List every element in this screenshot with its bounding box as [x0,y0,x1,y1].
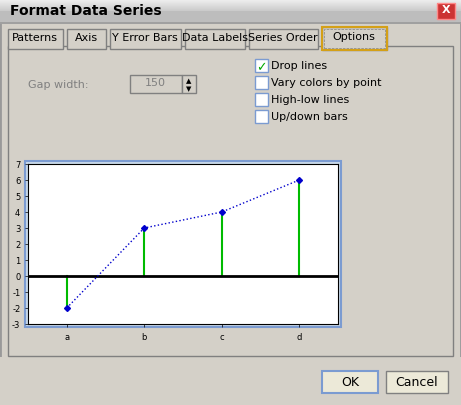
Bar [255,60,268,73]
Bar [67,30,106,50]
Bar [0,11,461,12]
Text: OK: OK [341,375,359,388]
Text: Vary colors by point: Vary colors by point [271,78,382,88]
Bar [0,5,461,6]
Bar [25,162,341,327]
Text: ▼: ▼ [186,86,192,92]
Text: High-low lines: High-low lines [271,95,349,105]
Text: Drop lines: Drop lines [271,61,327,71]
Bar [8,47,453,356]
Text: X: X [442,5,450,15]
Text: Y Error Bars: Y Error Bars [112,33,178,43]
Bar [386,371,448,393]
Text: Up/down bars: Up/down bars [271,112,348,122]
Bar [249,30,318,50]
Bar [0,3,461,4]
Text: ▲: ▲ [186,78,192,84]
Bar [130,76,182,94]
Text: Options: Options [332,32,375,42]
Text: Patterns: Patterns [12,33,58,43]
Bar [323,47,386,49]
Bar [322,371,378,393]
Bar [0,4,461,5]
Text: Format Data Series: Format Data Series [10,4,162,18]
Text: Axis: Axis [74,33,98,43]
Bar [182,76,196,94]
Bar [324,30,385,49]
Bar [0,1,461,2]
Bar [437,4,455,20]
Bar [110,30,181,50]
Bar [0,6,461,7]
Bar [0,2,461,3]
Text: ✓: ✓ [256,61,266,74]
Text: Cancel: Cancel [396,375,438,388]
Bar [0,8,461,9]
Text: Series Order: Series Order [248,33,318,43]
Text: 150: 150 [145,78,166,88]
Bar [437,4,455,20]
Bar [255,77,268,90]
Bar [0,23,461,25]
Bar [0,0,461,24]
Bar [322,28,387,51]
Bar [0,10,461,11]
Text: Data Labels: Data Labels [182,33,248,43]
Bar [0,0,461,1]
Bar [0,7,461,8]
Bar [185,30,245,50]
Bar [8,30,63,50]
Bar [0,357,461,405]
Text: Gap width:: Gap width: [28,80,89,90]
Bar [0,9,461,10]
Bar [322,28,387,51]
Bar [255,94,268,107]
Bar [255,111,268,124]
Bar [28,164,338,324]
